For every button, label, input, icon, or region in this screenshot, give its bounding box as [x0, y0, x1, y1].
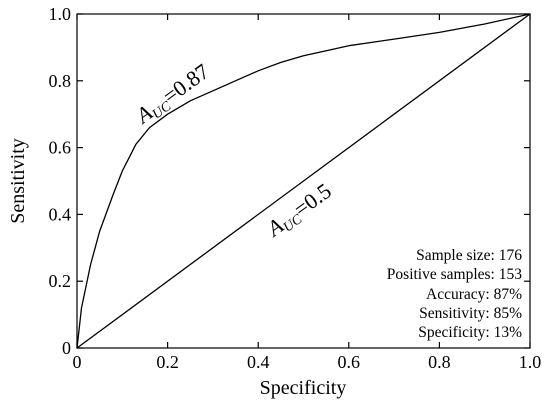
plot-frame	[76, 13, 531, 349]
x-axis-title: Specificity	[260, 377, 347, 399]
stats-box: Sample size: 176 Positive samples: 153 A…	[387, 247, 522, 341]
y-tick-label: 0.2	[49, 271, 72, 291]
y-tick-label: 0	[62, 338, 71, 358]
x-tick-label: 0	[73, 352, 82, 372]
x-tick-label: 0.2	[156, 352, 179, 372]
stat-accuracy: Accuracy: 87%	[426, 286, 522, 303]
y-tick-labels: 0 0.2 0.4 0.6 0.8 1.0	[49, 4, 72, 358]
y-axis-title: Sensitivity	[7, 138, 29, 224]
x-tick-label: 0.6	[338, 352, 361, 372]
stat-positive-samples: Positive samples: 153	[387, 266, 522, 283]
stat-sample-size: Sample size: 176	[416, 247, 522, 264]
y-tick-label: 0.8	[49, 71, 72, 91]
x-tick-label: 0.8	[428, 352, 451, 372]
x-tick-label: 0.4	[247, 352, 270, 372]
x-tick-labels: 0 0.2 0.4 0.6 0.8 1.0	[73, 352, 542, 372]
y-tick-label: 0.6	[49, 138, 72, 158]
stat-sensitivity: Sensitivity: 85%	[419, 305, 522, 322]
stat-specificity: Specificity: 13%	[418, 324, 522, 341]
diagonal-auc-annotation: AUC=0.5	[261, 178, 338, 245]
x-tick-label: 1.0	[519, 352, 542, 372]
roc-curve-line	[76, 13, 531, 349]
series-group	[76, 13, 531, 349]
diagonal-reference-line	[76, 13, 531, 349]
y-tick-label: 1.0	[49, 4, 72, 24]
y-tick-label: 0.4	[49, 204, 72, 224]
